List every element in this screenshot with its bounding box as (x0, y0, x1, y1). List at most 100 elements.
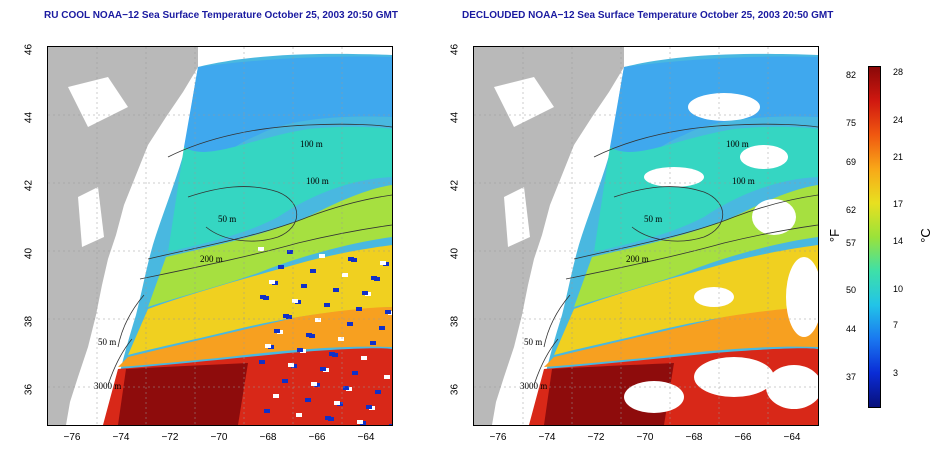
cloud-patch (740, 145, 788, 169)
noise-pixel (329, 352, 335, 356)
noise-pixel (296, 413, 302, 417)
sst-band (168, 126, 392, 252)
sst-band (544, 307, 818, 367)
cloud-patch (766, 365, 818, 409)
contour-label: 100 m (732, 176, 755, 186)
fahrenheit-tick: 75 (846, 118, 857, 128)
lat-tick: 38 (449, 315, 461, 328)
noise-pixel (348, 257, 354, 261)
temperature-colorbar (868, 66, 881, 408)
lat-tick: 44 (449, 111, 461, 124)
noise-pixel (278, 265, 284, 269)
noise-pixel (297, 348, 303, 352)
land-mass (474, 47, 624, 425)
lat-tick: 38 (23, 315, 35, 328)
celsius-tick: 28 (893, 67, 904, 77)
noise-pixel (283, 314, 289, 318)
bathymetry-contours (533, 123, 818, 386)
noise-pixel (273, 394, 279, 398)
fahrenheit-tick: 82 (846, 70, 857, 80)
noise-pixel (301, 284, 307, 288)
contour-line (533, 338, 559, 386)
noise-pixel (259, 360, 265, 364)
celsius-tick: 17 (893, 199, 904, 209)
fahrenheit-tick: 62 (846, 205, 857, 215)
noise-pixel (265, 344, 271, 348)
noise-pixel (370, 341, 376, 345)
lon-tick: −64 (357, 432, 375, 443)
noise-pixel (347, 322, 353, 326)
noise-pixel (361, 356, 367, 360)
lon-tick: −72 (587, 432, 605, 443)
contour-label: 200 m (200, 254, 223, 264)
noise-pixel (357, 420, 363, 424)
noise-pixel (352, 371, 358, 375)
noise-pixel (343, 386, 349, 390)
celsius-tick: 10 (893, 284, 904, 294)
noise-pixel (260, 295, 266, 299)
cloud-patch (694, 287, 734, 307)
lon-tick: −76 (63, 432, 81, 443)
fahrenheit-tick: 44 (846, 324, 857, 334)
lat-tick: 40 (23, 247, 35, 260)
contour-line (593, 123, 818, 158)
contour-line (139, 224, 392, 280)
lon-tick: −72 (161, 432, 179, 443)
noise-pixel (333, 288, 339, 292)
sst-band (184, 56, 392, 188)
noise-pixel (384, 375, 390, 379)
lat-tick: 42 (449, 179, 461, 192)
celsius-tick: 24 (893, 115, 904, 125)
fahrenheit-tick: 57 (846, 238, 857, 248)
contour-label: 50 m (524, 337, 542, 347)
contour-label: 100 m (300, 139, 323, 149)
noise-pixel (385, 310, 391, 314)
graticule (48, 47, 392, 425)
lon-tick: −70 (636, 432, 654, 443)
cloud-patch (752, 199, 796, 235)
lon-tick: −76 (489, 432, 507, 443)
noise-pixel (338, 337, 344, 341)
noise-pixel (325, 416, 331, 420)
lon-tick: −74 (538, 432, 556, 443)
noise-pixel (320, 367, 326, 371)
lat-tick: 46 (449, 43, 461, 56)
contour-label: 50 m (98, 337, 116, 347)
contour-line (565, 224, 818, 280)
contour-label: 3000 m (520, 381, 547, 391)
celsius-tick: 3 (893, 368, 899, 378)
contour-label: 100 m (726, 139, 749, 149)
cloud-noise (258, 247, 392, 425)
right-map: 100 m 100 m 50 m 200 m 50 m 3000 m (473, 46, 819, 426)
lat-tick: 40 (449, 247, 461, 260)
noise-pixel (356, 307, 362, 311)
contour-line (573, 194, 818, 260)
contour-label: 200 m (626, 254, 649, 264)
lon-tick: −68 (259, 432, 277, 443)
noise-pixel (319, 254, 325, 258)
noise-pixel (375, 390, 381, 394)
noise-pixel (366, 405, 372, 409)
lat-tick: 36 (23, 383, 35, 396)
graticule (474, 47, 818, 425)
noise-pixel (380, 261, 386, 265)
noise-pixel (362, 291, 368, 295)
lon-tick: −68 (685, 432, 703, 443)
fahrenheit-tick: 50 (846, 285, 857, 295)
lon-tick: −74 (112, 432, 130, 443)
lake (494, 77, 554, 127)
noise-pixel (324, 303, 330, 307)
contour-label: 100 m (306, 176, 329, 186)
contour-label: 50 m (644, 214, 662, 224)
lat-tick: 46 (23, 43, 35, 56)
noise-pixel (379, 326, 385, 330)
cloud-patch (688, 93, 760, 121)
lat-tick: 44 (23, 111, 35, 124)
land-mass (48, 47, 198, 425)
contour-line (613, 186, 723, 242)
noise-pixel (274, 329, 280, 333)
noise-pixel (288, 363, 294, 367)
lon-tick: −66 (308, 432, 326, 443)
noise-pixel (258, 247, 264, 251)
contour-label: 3000 m (94, 381, 121, 391)
